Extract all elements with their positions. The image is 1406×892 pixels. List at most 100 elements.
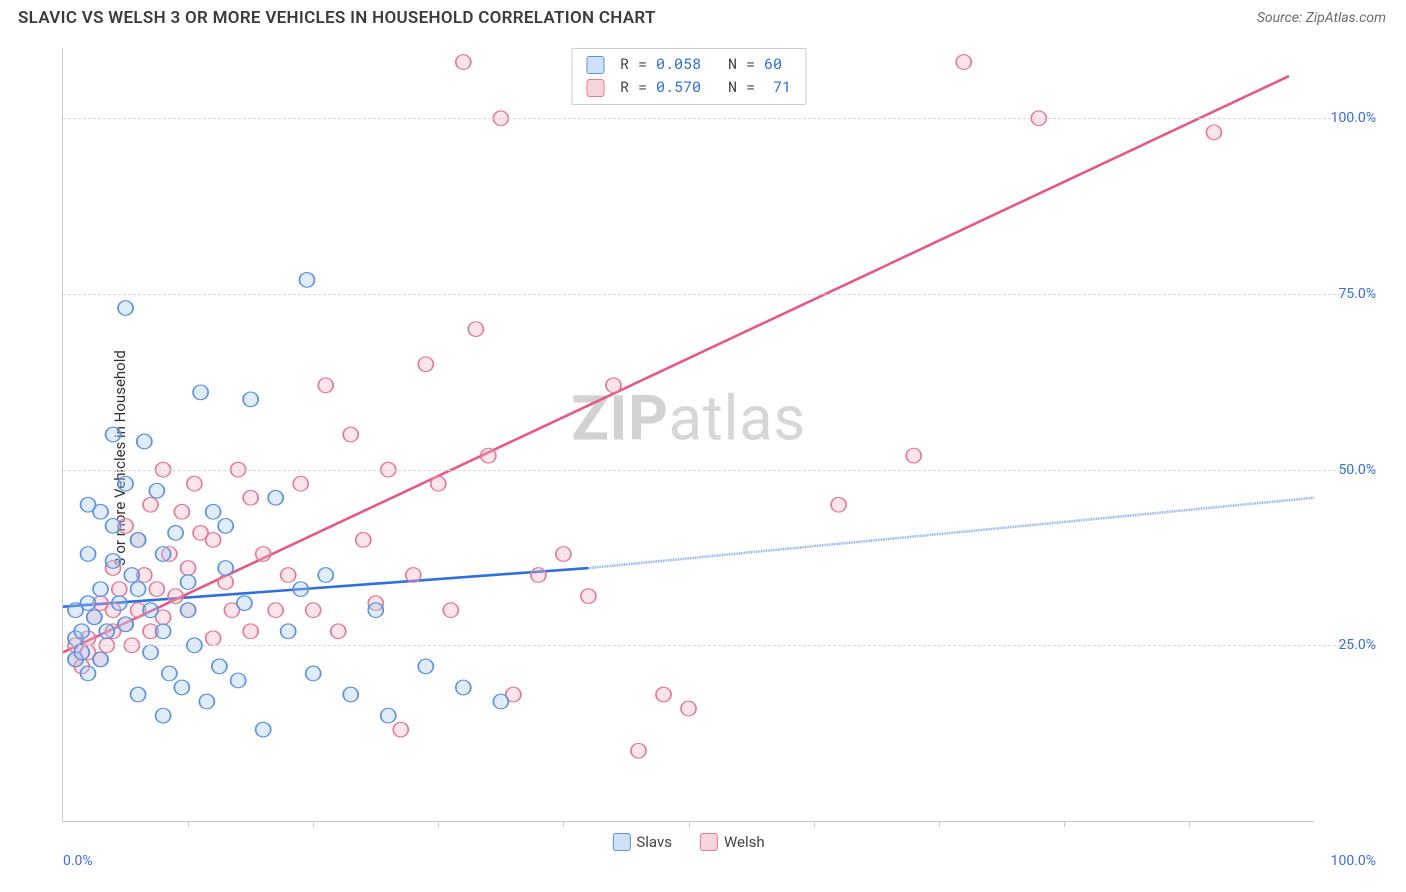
xtick-mark [939, 821, 940, 827]
welsh-point [118, 519, 133, 534]
slavs-point [156, 708, 171, 723]
welsh-point [131, 533, 146, 548]
welsh-point [149, 582, 164, 597]
slavs-point [231, 673, 246, 688]
ytick-label: 100.0% [1325, 110, 1376, 126]
welsh-point [318, 378, 333, 393]
slavs-trend-solid [63, 568, 588, 607]
slavs-point [68, 631, 83, 646]
slavs-point [118, 476, 133, 491]
slavs-point [106, 554, 121, 569]
slavs-point [299, 273, 314, 288]
slavs-point [93, 582, 108, 597]
welsh-trend [63, 76, 1289, 652]
welsh-point [137, 568, 152, 583]
slavs-point [156, 547, 171, 562]
slavs-point [81, 666, 96, 681]
xtick-mark [188, 821, 189, 827]
welsh-point [468, 322, 483, 337]
plot-area: ZIPatlas R = 0.058 N = 60R = 0.570 N = 7… [62, 48, 1314, 822]
slavs-point [368, 603, 383, 618]
slavs-point [106, 519, 121, 534]
xtick-mark [1189, 821, 1190, 827]
welsh-point [906, 448, 921, 463]
welsh-point [106, 561, 121, 576]
welsh-point [93, 596, 108, 611]
welsh-point [656, 687, 671, 702]
slavs-point [93, 652, 108, 667]
xtick-mark [563, 821, 564, 827]
slavs-point [74, 645, 89, 660]
welsh-point [956, 55, 971, 70]
welsh-point [281, 568, 296, 583]
welsh-point [581, 589, 596, 604]
stats-legend: R = 0.058 N = 60R = 0.570 N = 71 [571, 48, 806, 105]
welsh-point [174, 504, 189, 519]
welsh-point [293, 476, 308, 491]
slavs-point [131, 582, 146, 597]
welsh-point [143, 624, 158, 639]
slavs-point [318, 568, 333, 583]
stats-swatch [586, 56, 604, 74]
legend-label-slavs: Slavs [636, 833, 672, 851]
welsh-point [243, 490, 258, 505]
welsh-point [556, 547, 571, 562]
slavs-point [162, 666, 177, 681]
welsh-point [631, 743, 646, 758]
slavs-point [181, 575, 196, 590]
welsh-point [306, 603, 321, 618]
welsh-point [81, 631, 96, 646]
welsh-point [206, 631, 221, 646]
slavs-point [81, 596, 96, 611]
welsh-point [1206, 125, 1221, 140]
welsh-point [506, 687, 521, 702]
welsh-point [87, 610, 102, 625]
welsh-point [131, 603, 146, 618]
slavs-point [131, 533, 146, 548]
welsh-point [112, 582, 127, 597]
slavs-point [456, 680, 471, 695]
welsh-point [368, 596, 383, 611]
welsh-point [531, 568, 546, 583]
slavs-point [193, 385, 208, 400]
slavs-point [143, 603, 158, 618]
stats-text: R = 0.058 N = 60 [620, 53, 782, 76]
x-axis-ticks: 0.0% 100.0% [63, 853, 1376, 869]
welsh-point [343, 427, 358, 442]
welsh-point [331, 624, 346, 639]
slavs-point [256, 722, 271, 737]
welsh-point [181, 603, 196, 618]
gridline [63, 294, 1376, 295]
welsh-point [456, 55, 471, 70]
slavs-point [268, 490, 283, 505]
welsh-point [68, 652, 83, 667]
welsh-point [224, 603, 239, 618]
watermark-light: atlas [668, 383, 805, 456]
slavs-point [218, 561, 233, 576]
series-legend: Slavs Welsh [612, 833, 764, 851]
page-title: SLAVIC VS WELSH 3 OR MORE VEHICLES IN HO… [18, 8, 656, 28]
gridline [63, 118, 1376, 119]
xtick-min: 0.0% [63, 853, 93, 869]
slavs-trend-dashed [588, 498, 1314, 568]
welsh-point [481, 448, 496, 463]
slavs-point [306, 666, 321, 681]
slavs-point [293, 582, 308, 597]
slavs-point [124, 568, 139, 583]
swatch-slavs [612, 833, 630, 851]
legend-item-welsh: Welsh [700, 833, 765, 851]
welsh-point [443, 603, 458, 618]
xtick-mark [689, 821, 690, 827]
gridline [63, 645, 1376, 646]
slavs-point [137, 434, 152, 449]
welsh-point [106, 624, 121, 639]
slavs-point [74, 624, 89, 639]
slavs-point [281, 624, 296, 639]
slavs-point [168, 526, 183, 541]
slavs-point [68, 603, 83, 618]
slavs-point [381, 708, 396, 723]
welsh-point [356, 533, 371, 548]
slavs-point [212, 659, 227, 674]
welsh-point [81, 645, 96, 660]
welsh-point [193, 526, 208, 541]
